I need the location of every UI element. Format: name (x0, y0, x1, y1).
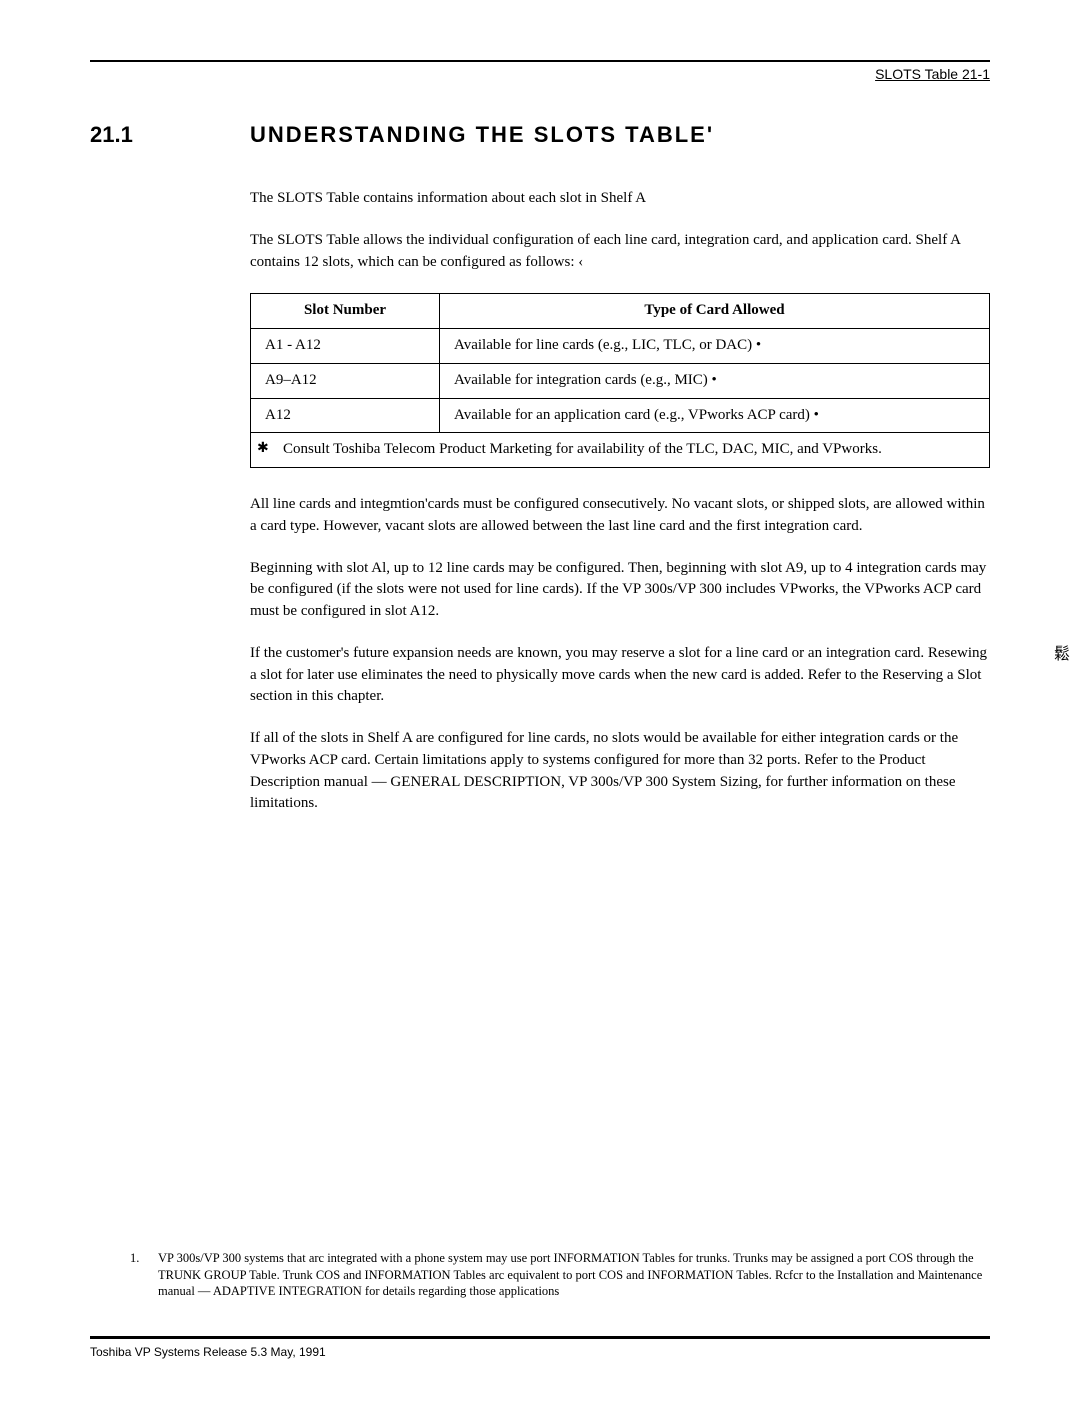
table-cell-type: Available for an application card (e.g.,… (440, 398, 990, 433)
table-note-cell: ✱ Consult Toshiba Telecom Product Market… (251, 433, 990, 468)
section-number: 21.1 (90, 122, 250, 148)
table-header-slot: Slot Number (251, 294, 440, 329)
footnote-number: 1. (130, 1250, 158, 1299)
note-bullet-icon: ✱ (257, 439, 283, 459)
table-header-row: Slot Number Type of Card Allowed (251, 294, 990, 329)
footnote: 1. VP 300s/VP 300 systems that arc integ… (130, 1250, 990, 1299)
footer: Toshiba VP Systems Release 5.3 May, 1991 (90, 1336, 990, 1359)
section-heading: 21.1 UNDERSTANDING THE SLOTS TABLE' (90, 122, 990, 148)
paragraph-4: Beginning with slot Al, up to 12 line ca… (250, 558, 990, 623)
section-title: UNDERSTANDING THE SLOTS TABLE' (250, 122, 714, 148)
paragraph-2: The SLOTS Table allows the individual co… (250, 230, 990, 274)
paragraph-6: If all of the slots in Shelf A are confi… (250, 728, 990, 815)
footer-rule (90, 1336, 990, 1339)
margin-glyph: 鬆 (1054, 640, 1070, 664)
header-rule (90, 60, 990, 62)
body-block: The SLOTS Table contains information abo… (250, 188, 990, 815)
footer-text: Toshiba VP Systems Release 5.3 May, 1991 (90, 1345, 990, 1359)
table-cell-type: Available for line cards (e.g., LIC, TLC… (440, 329, 990, 364)
paragraph-3: All line cards and integmtion'cards must… (250, 494, 990, 538)
table-note-row: ✱ Consult Toshiba Telecom Product Market… (251, 433, 990, 468)
paragraph-5: If the customer's future expansion needs… (250, 643, 990, 708)
table-note-text: Consult Toshiba Telecom Product Marketin… (283, 439, 975, 461)
footnote-text: VP 300s/VP 300 systems that arc integrat… (158, 1250, 990, 1299)
table-row: A12 Available for an application card (e… (251, 398, 990, 433)
table-cell-type: Available for integration cards (e.g., M… (440, 363, 990, 398)
table-row: A9–A12 Available for integration cards (… (251, 363, 990, 398)
table-cell-slot: A1 - A12 (251, 329, 440, 364)
table-cell-slot: A12 (251, 398, 440, 433)
table-cell-slot: A9–A12 (251, 363, 440, 398)
running-head-text: SLOTS Table 21-1 (875, 66, 990, 82)
slots-table: Slot Number Type of Card Allowed A1 - A1… (250, 293, 990, 468)
table-header-type: Type of Card Allowed (440, 294, 990, 329)
paragraph-1: The SLOTS Table contains information abo… (250, 188, 990, 210)
running-head: SLOTS Table 21-1 (90, 66, 990, 82)
table-row: A1 - A12 Available for line cards (e.g.,… (251, 329, 990, 364)
